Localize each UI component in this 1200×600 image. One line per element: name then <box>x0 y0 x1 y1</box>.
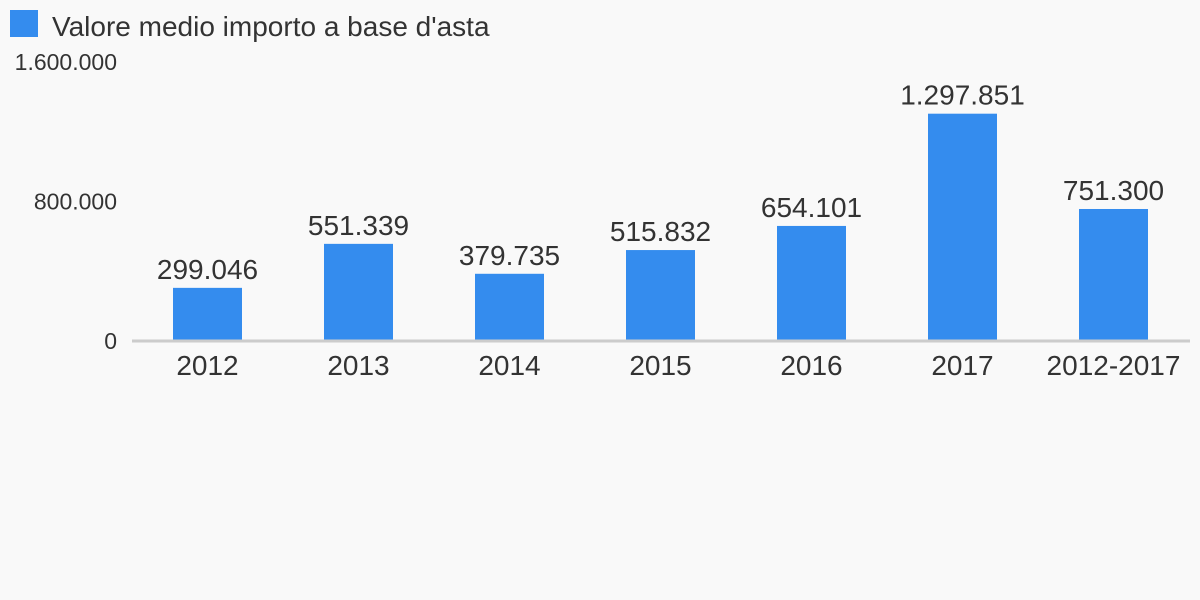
y-tick-label: 1.600.000 <box>15 49 117 75</box>
y-tick-label: 0 <box>104 328 117 354</box>
data-label: 515.832 <box>610 216 711 247</box>
x-tick-label: 2012-2017 <box>1047 350 1181 381</box>
x-tick-label: 2016 <box>780 350 842 381</box>
legend-label: Valore medio importo a base d'asta <box>52 11 490 42</box>
x-tick-label: 2014 <box>478 350 540 381</box>
bar <box>928 113 997 341</box>
data-label: 1.297.851 <box>900 80 1025 111</box>
value-labels: 299.046 551.339 379.735 515.832 654.101 1.297… <box>157 80 1164 285</box>
y-axis: 0 800.000 1.600.000 <box>15 49 117 354</box>
x-tick-label: 2012 <box>176 350 238 381</box>
data-label: 654.101 <box>761 192 862 223</box>
bars <box>173 113 1148 341</box>
x-tick-label: 2015 <box>629 350 691 381</box>
data-label: 551.339 <box>308 210 409 241</box>
bar <box>324 243 393 340</box>
data-label: 299.046 <box>157 254 258 285</box>
bar <box>626 250 695 340</box>
data-label: 379.735 <box>459 240 560 271</box>
legend-swatch <box>10 10 38 37</box>
bar <box>777 225 846 340</box>
bar <box>1079 208 1148 340</box>
bar <box>475 273 544 340</box>
legend: Valore medio importo a base d'asta <box>10 10 490 42</box>
bar <box>173 287 242 340</box>
x-tick-label: 2013 <box>327 350 389 381</box>
x-tick-label: 2017 <box>931 350 993 381</box>
x-axis: 2012 2013 2014 2015 2016 2017 2012-2017 <box>176 350 1180 381</box>
y-tick-label: 800.000 <box>34 189 117 215</box>
data-label: 751.300 <box>1063 175 1164 206</box>
